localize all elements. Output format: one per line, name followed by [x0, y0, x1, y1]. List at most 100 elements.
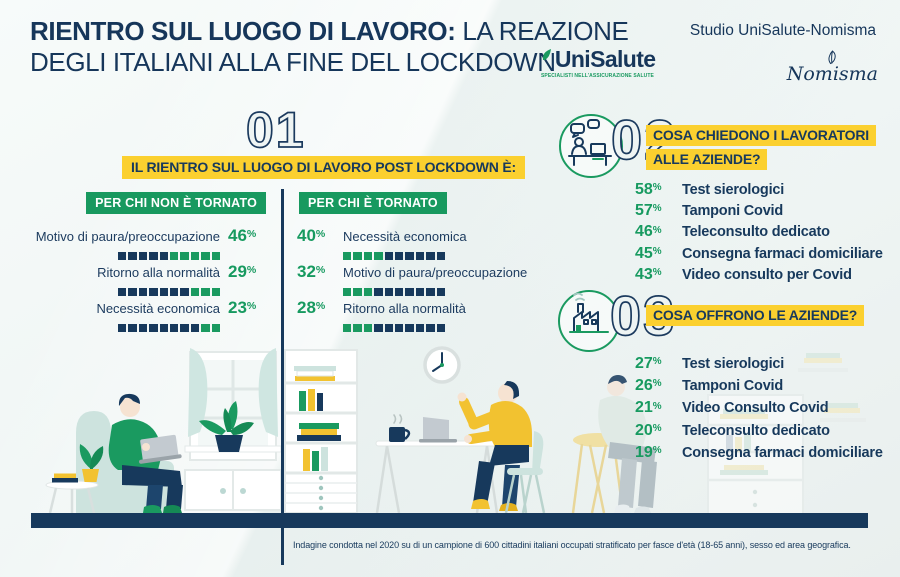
item-value: 19%	[635, 443, 662, 461]
list-item: 45% Consegna farmaci domiciliare	[635, 245, 883, 263]
item-label: Consegna farmaci domiciliare	[682, 444, 883, 461]
page-title: RIENTRO SUL LUOGO DI LAVORO: LA REAZIONE…	[30, 16, 629, 78]
stat-row: 32% Motivo di paura/preoccupazione	[297, 262, 545, 296]
item-label: Video consulto per Covid	[682, 266, 852, 283]
list-item: 19% Consegna farmaci domiciliare	[635, 444, 883, 462]
list-item: 21% Video Consulto Covid	[635, 399, 883, 417]
bookshelf	[284, 349, 358, 514]
list-item: 46% Teleconsulto dedicato	[635, 223, 883, 241]
item-label: Test sierologici	[682, 182, 785, 198]
stat-label: Ritorno alla normalità	[97, 265, 220, 280]
unisalute-tagline: SPECIALISTI NELL'ASSICURAZIONE SALUTE	[540, 73, 654, 79]
stat-row: 28% Ritorno alla normalità	[297, 298, 545, 332]
item-value: 43%	[635, 265, 662, 283]
stat-label: Necessità economica	[96, 301, 220, 316]
factory-icon	[556, 288, 622, 359]
list-item: 26% Tamponi Covid	[635, 377, 883, 395]
stat-value: 40%	[297, 226, 326, 245]
segmented-bar	[26, 324, 266, 332]
desk-laptop	[419, 417, 457, 443]
plant-pot	[82, 469, 99, 482]
item-label: Consegna farmaci domiciliare	[682, 245, 883, 262]
badge-not-returned: PER CHI NON È TORNATO	[86, 192, 266, 214]
floor-bar	[31, 513, 868, 528]
clock-icon	[423, 346, 461, 384]
section2-list: 58% Test sierologici 57% Tamponi Covid 4…	[635, 181, 883, 287]
section1-heading: IL RIENTRO SUL LUOGO DI LAVORO POST LOCK…	[122, 156, 525, 179]
segmented-bar	[343, 324, 545, 332]
list-item: 20% Teleconsulto dedicato	[635, 422, 883, 440]
unisalute-leaf-icon	[542, 49, 551, 60]
stat-row: 40% Necessità economica	[297, 226, 545, 260]
stat-row: Ritorno alla normalità 29%	[26, 262, 266, 296]
section1-number: 01	[245, 102, 306, 158]
badge-returned: PER CHI È TORNATO	[299, 192, 447, 214]
brand-logos: UniSalute SPECIALISTI NELL'ASSICURAZIONE…	[541, 48, 878, 84]
title-light: LA REAZIONE	[462, 16, 629, 46]
item-value: 45%	[635, 244, 662, 262]
title-bold: RIENTRO SUL LUOGO DI LAVORO:	[30, 16, 456, 46]
stat-label: Necessità economica	[343, 229, 467, 244]
segmented-bar	[343, 288, 545, 296]
segmented-bar	[26, 252, 266, 260]
faded-wall-shelves	[798, 353, 866, 422]
laptop	[139, 434, 182, 464]
item-value: 26%	[635, 377, 662, 395]
stat-label: Motivo di paura/preoccupazione	[343, 265, 528, 280]
unisalute-wordmark: UniSalute	[554, 46, 656, 72]
stat-row: Motivo di paura/preoccupazione 46%	[26, 226, 266, 260]
stat-row: Necessità economica 23%	[26, 298, 266, 332]
study-label: Studio UniSalute-Nomisma	[689, 22, 876, 39]
item-label: Teleconsulto dedicato	[682, 422, 830, 439]
item-label: Tamponi Covid	[682, 203, 784, 220]
item-value: 20%	[635, 421, 662, 439]
item-label: Teleconsulto dedicato	[682, 224, 830, 241]
item-label: Video Consulto Covid	[682, 400, 829, 417]
person-home	[108, 393, 183, 513]
item-value: 58%	[635, 181, 662, 198]
list-item: 27% Test sierologici	[635, 355, 883, 373]
stat-value: 32%	[297, 262, 326, 281]
stats-not-returned: Motivo di paura/preoccupazione 46% Ritor…	[26, 226, 266, 334]
nomisma-wordmark: Nomisma	[786, 63, 878, 85]
side-table	[45, 444, 104, 514]
stat-label: Ritorno alla normalità	[343, 301, 466, 316]
segmented-bar	[343, 252, 545, 260]
section3-heading: COSA OFFRONO LE AZIENDE?	[646, 305, 865, 326]
person-office	[457, 381, 532, 511]
faded-scene-illustration	[558, 340, 868, 520]
section2-heading: COSA CHIEDONO I LAVORATORI ALLE AZIENDE?	[646, 125, 876, 170]
stats-returned: 40% Necessità economica 32% Motivo di pa…	[297, 226, 545, 334]
list-item: 57% Tamponi Covid	[635, 202, 883, 220]
stat-value: 23%	[228, 298, 257, 317]
item-value: 27%	[635, 355, 662, 372]
stat-value: 29%	[228, 262, 257, 281]
cabinet	[184, 469, 282, 511]
list-item: 58% Test sierologici	[635, 181, 883, 199]
mug	[389, 414, 411, 442]
faded-bookshelf	[707, 394, 804, 516]
office-chair	[504, 431, 546, 514]
title-line2: DEGLI ITALIANI ALLA FINE DEL LOCKDOWN	[30, 47, 556, 77]
item-value: 46%	[635, 223, 662, 241]
list-item: 43% Video consulto per Covid	[635, 266, 883, 284]
segmented-bar	[26, 288, 266, 296]
person-faded	[571, 375, 657, 514]
home-scene-illustration	[30, 335, 283, 520]
stat-value: 28%	[297, 298, 326, 317]
stat-value: 46%	[228, 226, 257, 245]
center-divider	[281, 189, 284, 565]
office-scene-illustration	[283, 335, 555, 520]
item-label: Tamponi Covid	[682, 378, 784, 395]
workers-chat-icon	[557, 112, 625, 185]
unisalute-logo: UniSalute SPECIALISTI NELL'ASSICURAZIONE…	[541, 48, 767, 84]
item-value: 57%	[635, 202, 662, 220]
nomisma-logo: Nomisma	[787, 50, 878, 84]
stat-label: Motivo di paura/preoccupazione	[35, 229, 220, 244]
nomisma-emblem-icon	[828, 50, 836, 65]
windowsill-plant	[199, 401, 254, 452]
section3-list: 27% Test sierologici 26% Tamponi Covid 2…	[635, 355, 883, 466]
item-value: 21%	[635, 399, 662, 417]
item-label: Test sierologici	[682, 356, 785, 372]
